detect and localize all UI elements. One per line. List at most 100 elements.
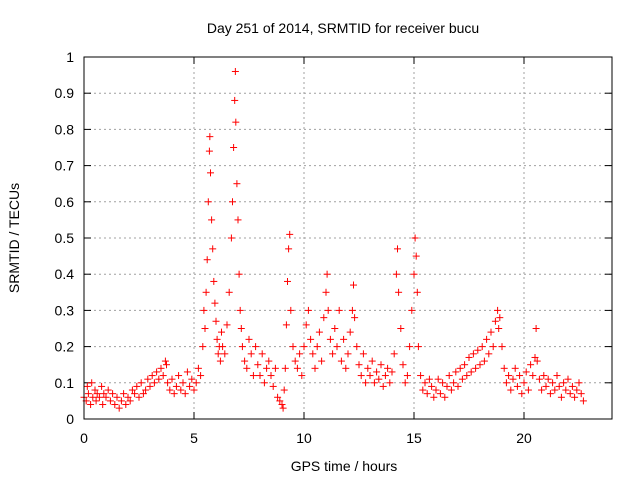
data-point: [146, 382, 154, 390]
data-point: [509, 375, 517, 383]
data-point: [213, 335, 221, 343]
data-point: [577, 390, 585, 398]
data-point: [307, 335, 315, 343]
data-point: [89, 393, 97, 401]
data-point: [229, 198, 236, 206]
data-point: [83, 382, 91, 390]
data-point: [238, 343, 246, 351]
data-point: [302, 321, 310, 329]
data-point: [216, 357, 224, 365]
data-point: [326, 335, 334, 343]
data-point: [135, 393, 143, 401]
data-point: [419, 386, 427, 394]
data-point: [355, 361, 363, 369]
data-point: [139, 390, 147, 398]
data-point: [113, 393, 121, 401]
data-point: [102, 393, 110, 401]
data-point: [137, 379, 145, 387]
data-point: [309, 350, 317, 358]
data-point: [403, 372, 411, 380]
data-point: [150, 379, 158, 387]
data-point: [98, 382, 106, 390]
data-point: [555, 382, 563, 390]
data-point: [461, 361, 469, 369]
data-point: [231, 96, 239, 104]
data-point: [296, 350, 304, 358]
data-point: [199, 343, 207, 351]
data-point: [234, 216, 242, 224]
data-point: [513, 382, 521, 390]
data-point: [237, 325, 245, 332]
data-point: [163, 361, 170, 369]
data-point: [357, 372, 365, 380]
x-tick-label: 20: [516, 430, 532, 446]
y-tick-label: 1: [66, 49, 74, 65]
data-point: [483, 335, 491, 343]
data-point: [542, 382, 550, 390]
data-point: [285, 245, 293, 253]
data-point: [443, 382, 451, 390]
data-point: [225, 288, 233, 296]
data-point: [88, 379, 96, 387]
data-point: [392, 270, 400, 278]
chart-title: Day 251 of 2014, SRMTID for receiver buc…: [207, 20, 479, 36]
data-point: [348, 306, 356, 314]
data-point: [207, 169, 214, 177]
x-tick-label: 15: [406, 430, 422, 446]
data-point: [219, 343, 227, 351]
data-point: [280, 386, 288, 394]
data-point: [344, 350, 352, 358]
data-point: [287, 306, 295, 314]
x-tick-label: 5: [190, 430, 198, 446]
data-point: [318, 357, 326, 365]
data-point: [472, 364, 480, 372]
data-point: [131, 390, 139, 398]
data-point: [284, 277, 291, 285]
data-point: [258, 350, 266, 358]
data-point: [564, 375, 572, 383]
data-point: [289, 343, 297, 351]
data-point: [201, 325, 209, 332]
data-point: [579, 397, 587, 405]
y-tick-label: 0.5: [55, 230, 75, 246]
data-point: [293, 364, 301, 372]
data-point: [124, 393, 132, 401]
data-point: [179, 379, 187, 387]
data-point: [161, 357, 169, 365]
data-point: [87, 401, 95, 409]
data-point: [395, 288, 403, 296]
data-point: [203, 256, 211, 264]
data-point: [463, 372, 471, 380]
data-point: [410, 270, 418, 278]
data-point: [254, 361, 262, 369]
data-point: [153, 368, 161, 376]
data-point: [115, 404, 123, 412]
data-point: [412, 252, 420, 260]
data-point: [210, 277, 218, 285]
data-point: [476, 361, 484, 369]
data-point: [465, 353, 473, 361]
data-point: [342, 364, 350, 372]
data-point: [194, 364, 202, 372]
data-point: [533, 357, 541, 365]
x-tick-label: 0: [80, 430, 88, 446]
data-point: [450, 379, 458, 387]
data-point: [233, 180, 241, 188]
data-point: [322, 288, 330, 296]
x-axis-ticks: 0 5 10 15 20: [80, 57, 532, 446]
data-point: [95, 393, 103, 401]
data-point: [532, 325, 540, 332]
data-point: [175, 372, 183, 380]
y-tick-label: 0.7: [55, 158, 75, 174]
data-point: [522, 368, 530, 376]
data-point: [281, 364, 289, 372]
data-point: [142, 386, 150, 394]
data-point: [408, 306, 416, 314]
data-point: [573, 386, 581, 394]
data-point: [231, 67, 239, 75]
data-point: [487, 328, 495, 336]
data-point: [243, 364, 251, 372]
data-point: [232, 118, 240, 126]
data-point: [186, 382, 194, 390]
data-point: [469, 350, 477, 358]
